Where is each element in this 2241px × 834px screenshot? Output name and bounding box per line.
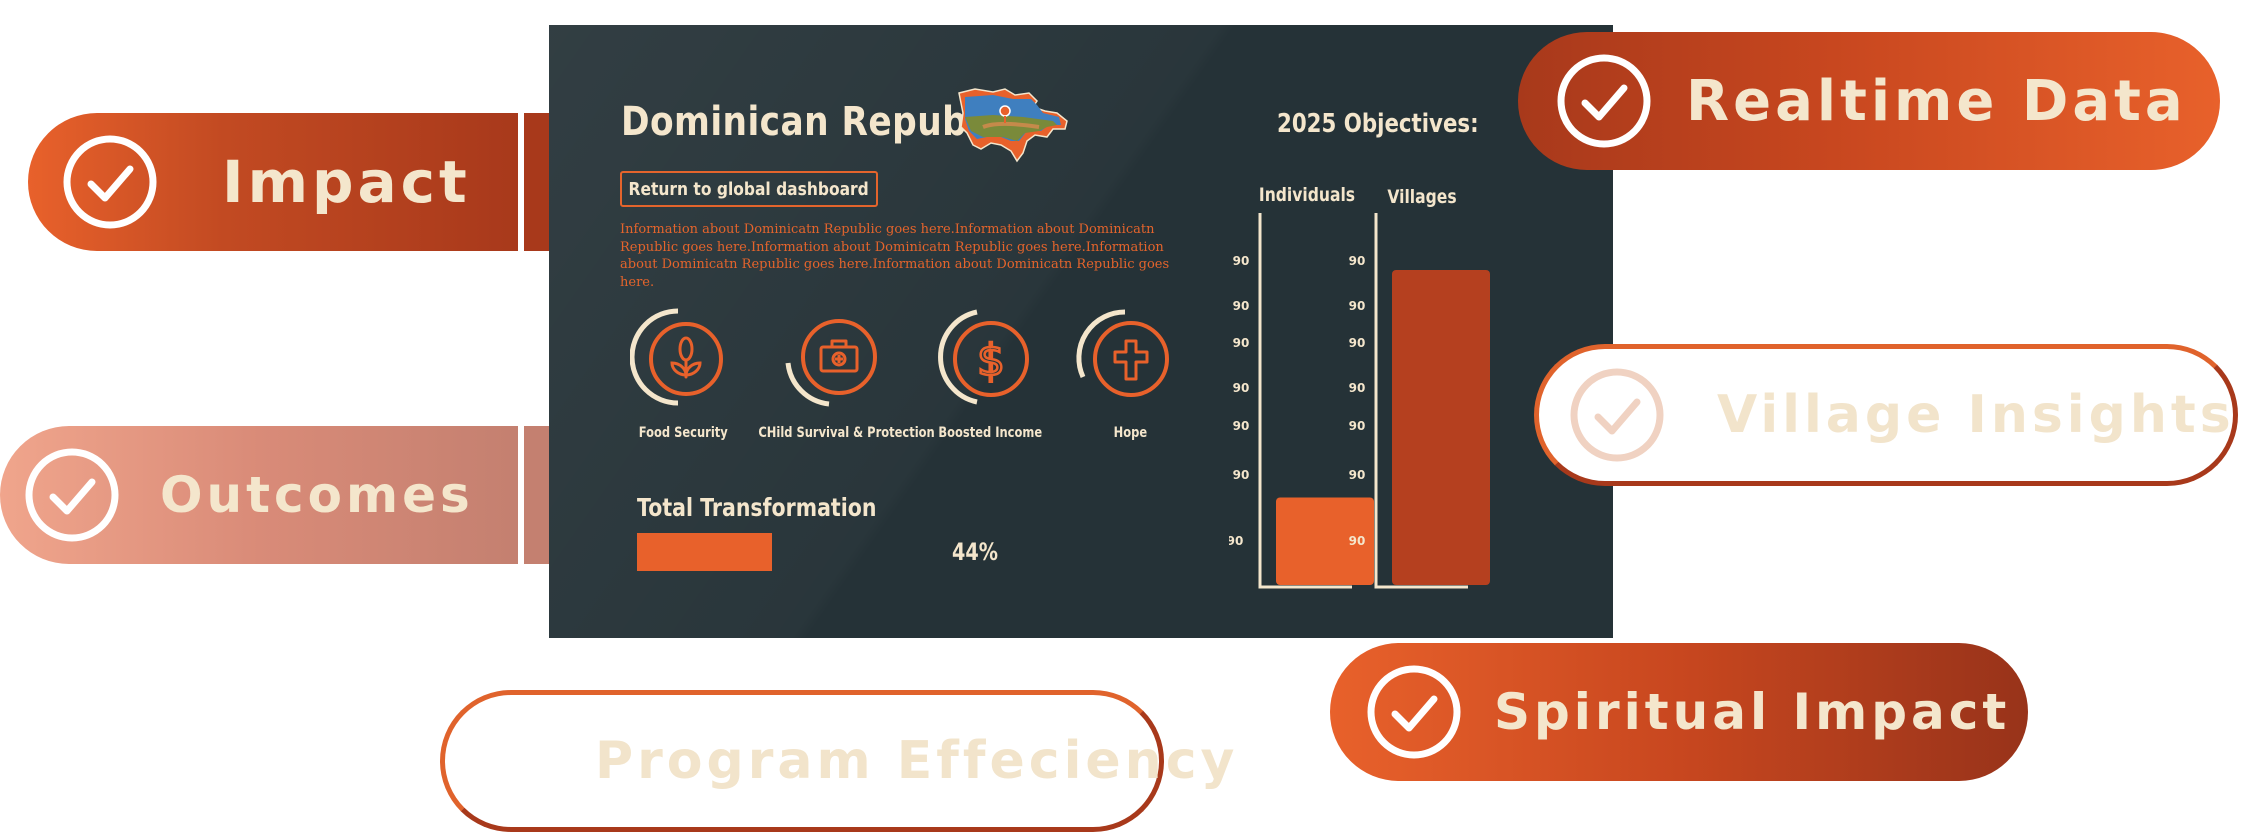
chart-category-label: Individuals: [1259, 185, 1355, 207]
chart-tick-label: 90: [1229, 534, 1243, 548]
check-icon: [1367, 665, 1461, 759]
check-icon: [1557, 54, 1651, 148]
program-efficiency-pill[interactable]: Program Effeciency: [440, 690, 1234, 832]
child-survival-badge: [785, 319, 877, 407]
chart-axis: [1374, 213, 1468, 589]
chart-tick-label: 90: [1233, 299, 1250, 313]
chart-tick-label: 90: [1349, 336, 1366, 350]
spiritual-impact-label: Spiritual Impact: [1494, 683, 2011, 741]
chart-tick-label: 90: [1349, 419, 1366, 433]
chart-bar: [1276, 497, 1374, 585]
wheat-icon: [670, 336, 702, 379]
country-dashboard-panel: Dominican Republic Return to global dash…: [549, 25, 1613, 638]
hope-label: Hope: [1113, 425, 1147, 441]
chart-tick-label: 90: [1349, 299, 1366, 313]
outcomes-pill[interactable]: Outcomes: [0, 426, 518, 564]
total-transformation-bar: [637, 533, 943, 571]
chart-tick-label: 90: [1349, 254, 1366, 268]
chart-tick-label: 90: [1233, 254, 1250, 268]
impact-label: Impact: [222, 148, 471, 216]
impact-connector: [524, 113, 549, 251]
child-survival-label: CHild Survival & Protection: [758, 425, 935, 441]
boosted-income-badge: $: [938, 309, 1029, 405]
objectives-title: 2025 Objectives:: [1277, 109, 1479, 139]
total-transformation-label: Total Transformation: [637, 493, 877, 522]
country-info-text: Information about Dominicatn Republic go…: [620, 222, 1170, 290]
cross-icon: [1113, 339, 1149, 381]
check-icon: [63, 135, 157, 229]
chart-tick-label: 90: [1233, 468, 1250, 482]
medical-kit-icon: [819, 339, 859, 373]
return-to-global-button[interactable]: Return to global dashboard: [620, 171, 878, 207]
spiritual-impact-pill[interactable]: Spiritual Impact: [1330, 643, 2028, 781]
country-title: Dominican Republic: [621, 99, 1013, 145]
dollar-icon: $: [977, 335, 1005, 386]
chart-tick-label: 90: [1233, 419, 1250, 433]
chart-tick-label: 90: [1349, 468, 1366, 482]
total-transformation-value: 44%: [952, 538, 998, 566]
food-security-badge: [630, 308, 723, 406]
food-security-label: Food Security: [638, 425, 728, 441]
hope-badge: [1076, 309, 1169, 397]
village-insights-pill[interactable]: Village Insights: [1534, 344, 2238, 486]
village-insights-label: Village Insights: [1717, 385, 2235, 445]
objectives-chart: Individuals 90 90 90 90 90 90 90 Villages 90 90 90 9…: [1229, 185, 1490, 589]
boosted-income-label: Boosted Income: [938, 425, 1042, 441]
chart-tick-label: 90: [1233, 336, 1250, 350]
chart-axis: [1258, 213, 1352, 589]
realtime-data-label: Realtime Data: [1686, 68, 2187, 134]
check-icon: [25, 448, 119, 542]
realtime-data-pill[interactable]: Realtime Data: [1518, 32, 2220, 170]
outcomes-connector: [524, 426, 549, 564]
chart-tick-label: 90: [1349, 534, 1366, 548]
program-efficiency-label: Program Effeciency: [595, 731, 1239, 791]
chart-tick-label: 90: [1233, 381, 1250, 395]
country-map-icon: [958, 88, 1068, 163]
chart-category-label: Villages: [1387, 187, 1456, 209]
chart-tick-label: 90: [1349, 381, 1366, 395]
impact-pill[interactable]: Impact: [28, 113, 518, 251]
total-transformation-fill: [637, 533, 772, 571]
chart-bar: [1392, 270, 1490, 585]
check-icon: [1570, 368, 1664, 462]
outcomes-label: Outcomes: [160, 466, 474, 524]
